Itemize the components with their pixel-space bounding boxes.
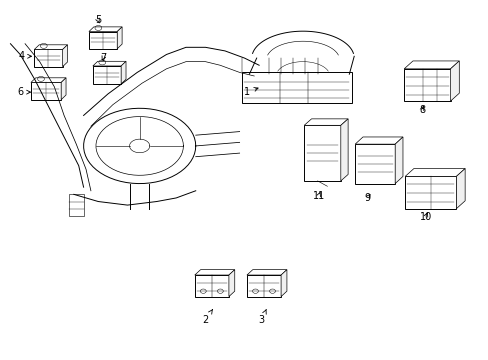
Bar: [34, 49, 62, 67]
Polygon shape: [405, 168, 464, 176]
Polygon shape: [194, 270, 234, 275]
Bar: [404, 69, 449, 101]
Polygon shape: [455, 168, 464, 209]
Polygon shape: [121, 61, 126, 84]
Bar: [93, 66, 121, 84]
Polygon shape: [69, 194, 83, 216]
Bar: [89, 32, 117, 49]
Polygon shape: [404, 61, 458, 69]
Polygon shape: [93, 61, 126, 66]
Text: 8: 8: [418, 105, 424, 115]
Polygon shape: [228, 270, 234, 297]
Text: 1: 1: [244, 87, 258, 97]
Polygon shape: [340, 119, 347, 181]
Polygon shape: [117, 27, 122, 49]
Polygon shape: [449, 61, 458, 101]
Bar: [405, 176, 455, 209]
Text: 4: 4: [18, 51, 31, 61]
Bar: [354, 144, 394, 184]
Polygon shape: [246, 270, 286, 275]
Bar: [246, 275, 281, 297]
Text: 10: 10: [419, 212, 431, 221]
Text: 11: 11: [312, 191, 324, 201]
Polygon shape: [89, 27, 122, 32]
Text: 7: 7: [100, 53, 106, 63]
Polygon shape: [31, 78, 66, 82]
Text: 6: 6: [17, 87, 30, 97]
Text: 9: 9: [364, 193, 370, 203]
Polygon shape: [354, 137, 402, 144]
Polygon shape: [62, 45, 67, 67]
Bar: [242, 72, 351, 103]
Text: 3: 3: [258, 310, 266, 325]
Text: 2: 2: [202, 310, 212, 325]
Bar: [304, 125, 340, 181]
Bar: [31, 82, 61, 100]
Polygon shape: [34, 45, 67, 49]
Polygon shape: [394, 137, 402, 184]
Text: 5: 5: [95, 15, 101, 26]
Bar: [194, 275, 228, 297]
Polygon shape: [281, 270, 286, 297]
Polygon shape: [61, 78, 66, 100]
Polygon shape: [304, 119, 347, 125]
